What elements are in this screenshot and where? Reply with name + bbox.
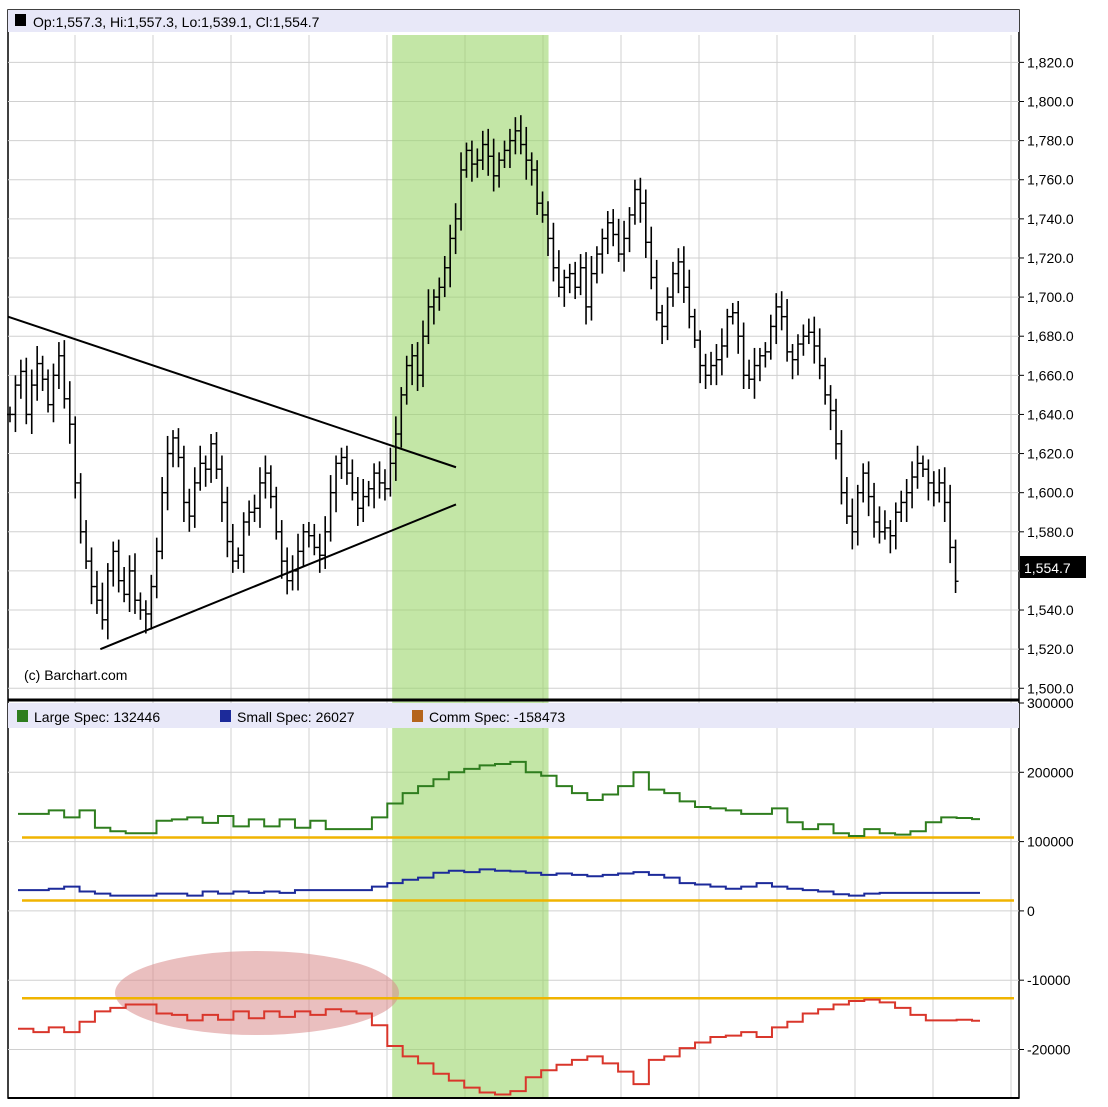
price-tick-label: 1,800.0: [1027, 94, 1074, 110]
ohlc-bar: [952, 539, 959, 594]
legend-comm-swatch: [412, 710, 423, 722]
price-tick-label: 1,680.0: [1027, 328, 1074, 344]
cot-tick-label: -10000: [1027, 972, 1071, 988]
last-price-text: 1,554.7: [1024, 560, 1071, 576]
cot-tick-label: 300000: [1027, 695, 1074, 711]
price-tick-label: 1,620.0: [1027, 446, 1074, 462]
cot-tick-label: 100000: [1027, 834, 1074, 850]
cot-series-line: [18, 868, 980, 897]
resistance-trendline: [7, 315, 457, 469]
legend-small-label: Small Spec: 26027: [237, 709, 355, 725]
price-tick-label: 1,660.0: [1027, 367, 1074, 383]
highlight-band: [392, 35, 549, 1098]
last-price-badge: [1020, 556, 1086, 578]
price-axis: 1,500.01,520.01,540.01,560.01,580.01,600…: [1019, 54, 1074, 696]
ohlc-readout: Op:1,557.3, Hi:1,557.3, Lo:1,539.1, Cl:1…: [33, 14, 320, 30]
cot-tick-label: 0: [1027, 903, 1035, 919]
highlight-ellipse: [115, 951, 399, 1035]
cot-series-line: [18, 998, 980, 1096]
price-bars: [7, 115, 959, 640]
cot-tick-label: 200000: [1027, 764, 1074, 780]
support-trendline: [99, 503, 457, 651]
price-tick-label: 1,700.0: [1027, 289, 1074, 305]
header-square-icon: [15, 14, 26, 26]
price-tick-label: 1,580.0: [1027, 524, 1074, 540]
legend-bar: [8, 703, 1019, 728]
cot-series-line: [18, 760, 980, 838]
legend-small-swatch: [220, 710, 231, 722]
price-tick-label: 1,740.0: [1027, 211, 1074, 227]
legend-comm-spec: Comm Spec: -158473: [412, 709, 565, 725]
legend-large-label: Large Spec: 132446: [34, 709, 160, 725]
price-tick-label: 1,640.0: [1027, 406, 1074, 422]
price-tick-label: 1,780.0: [1027, 133, 1074, 149]
price-tick-label: 1,520.0: [1027, 641, 1074, 657]
price-tick-label: 1,540.0: [1027, 602, 1074, 618]
price-tick-label: 1,760.0: [1027, 172, 1074, 188]
legend-large-spec: Large Spec: 132446: [17, 709, 160, 725]
price-tick-label: 1,500.0: [1027, 680, 1074, 696]
reference-lines: [22, 836, 1014, 1000]
header-bar: [8, 10, 1019, 32]
price-tick-label: 1,820.0: [1027, 54, 1074, 70]
legend-large-swatch: [17, 710, 28, 722]
price-tick-label: 1,600.0: [1027, 485, 1074, 501]
legend-comm-label: Comm Spec: -158473: [429, 709, 565, 725]
price-tick-label: 1,720.0: [1027, 250, 1074, 266]
cot-axis: 300000 200000 100000 0 -10000 -20000: [1019, 695, 1074, 1057]
watermark: (c) Barchart.com: [24, 667, 127, 683]
cot-series: [18, 760, 980, 1096]
cot-tick-label: -20000: [1027, 1041, 1071, 1057]
legend-small-spec: Small Spec: 26027: [220, 709, 355, 725]
